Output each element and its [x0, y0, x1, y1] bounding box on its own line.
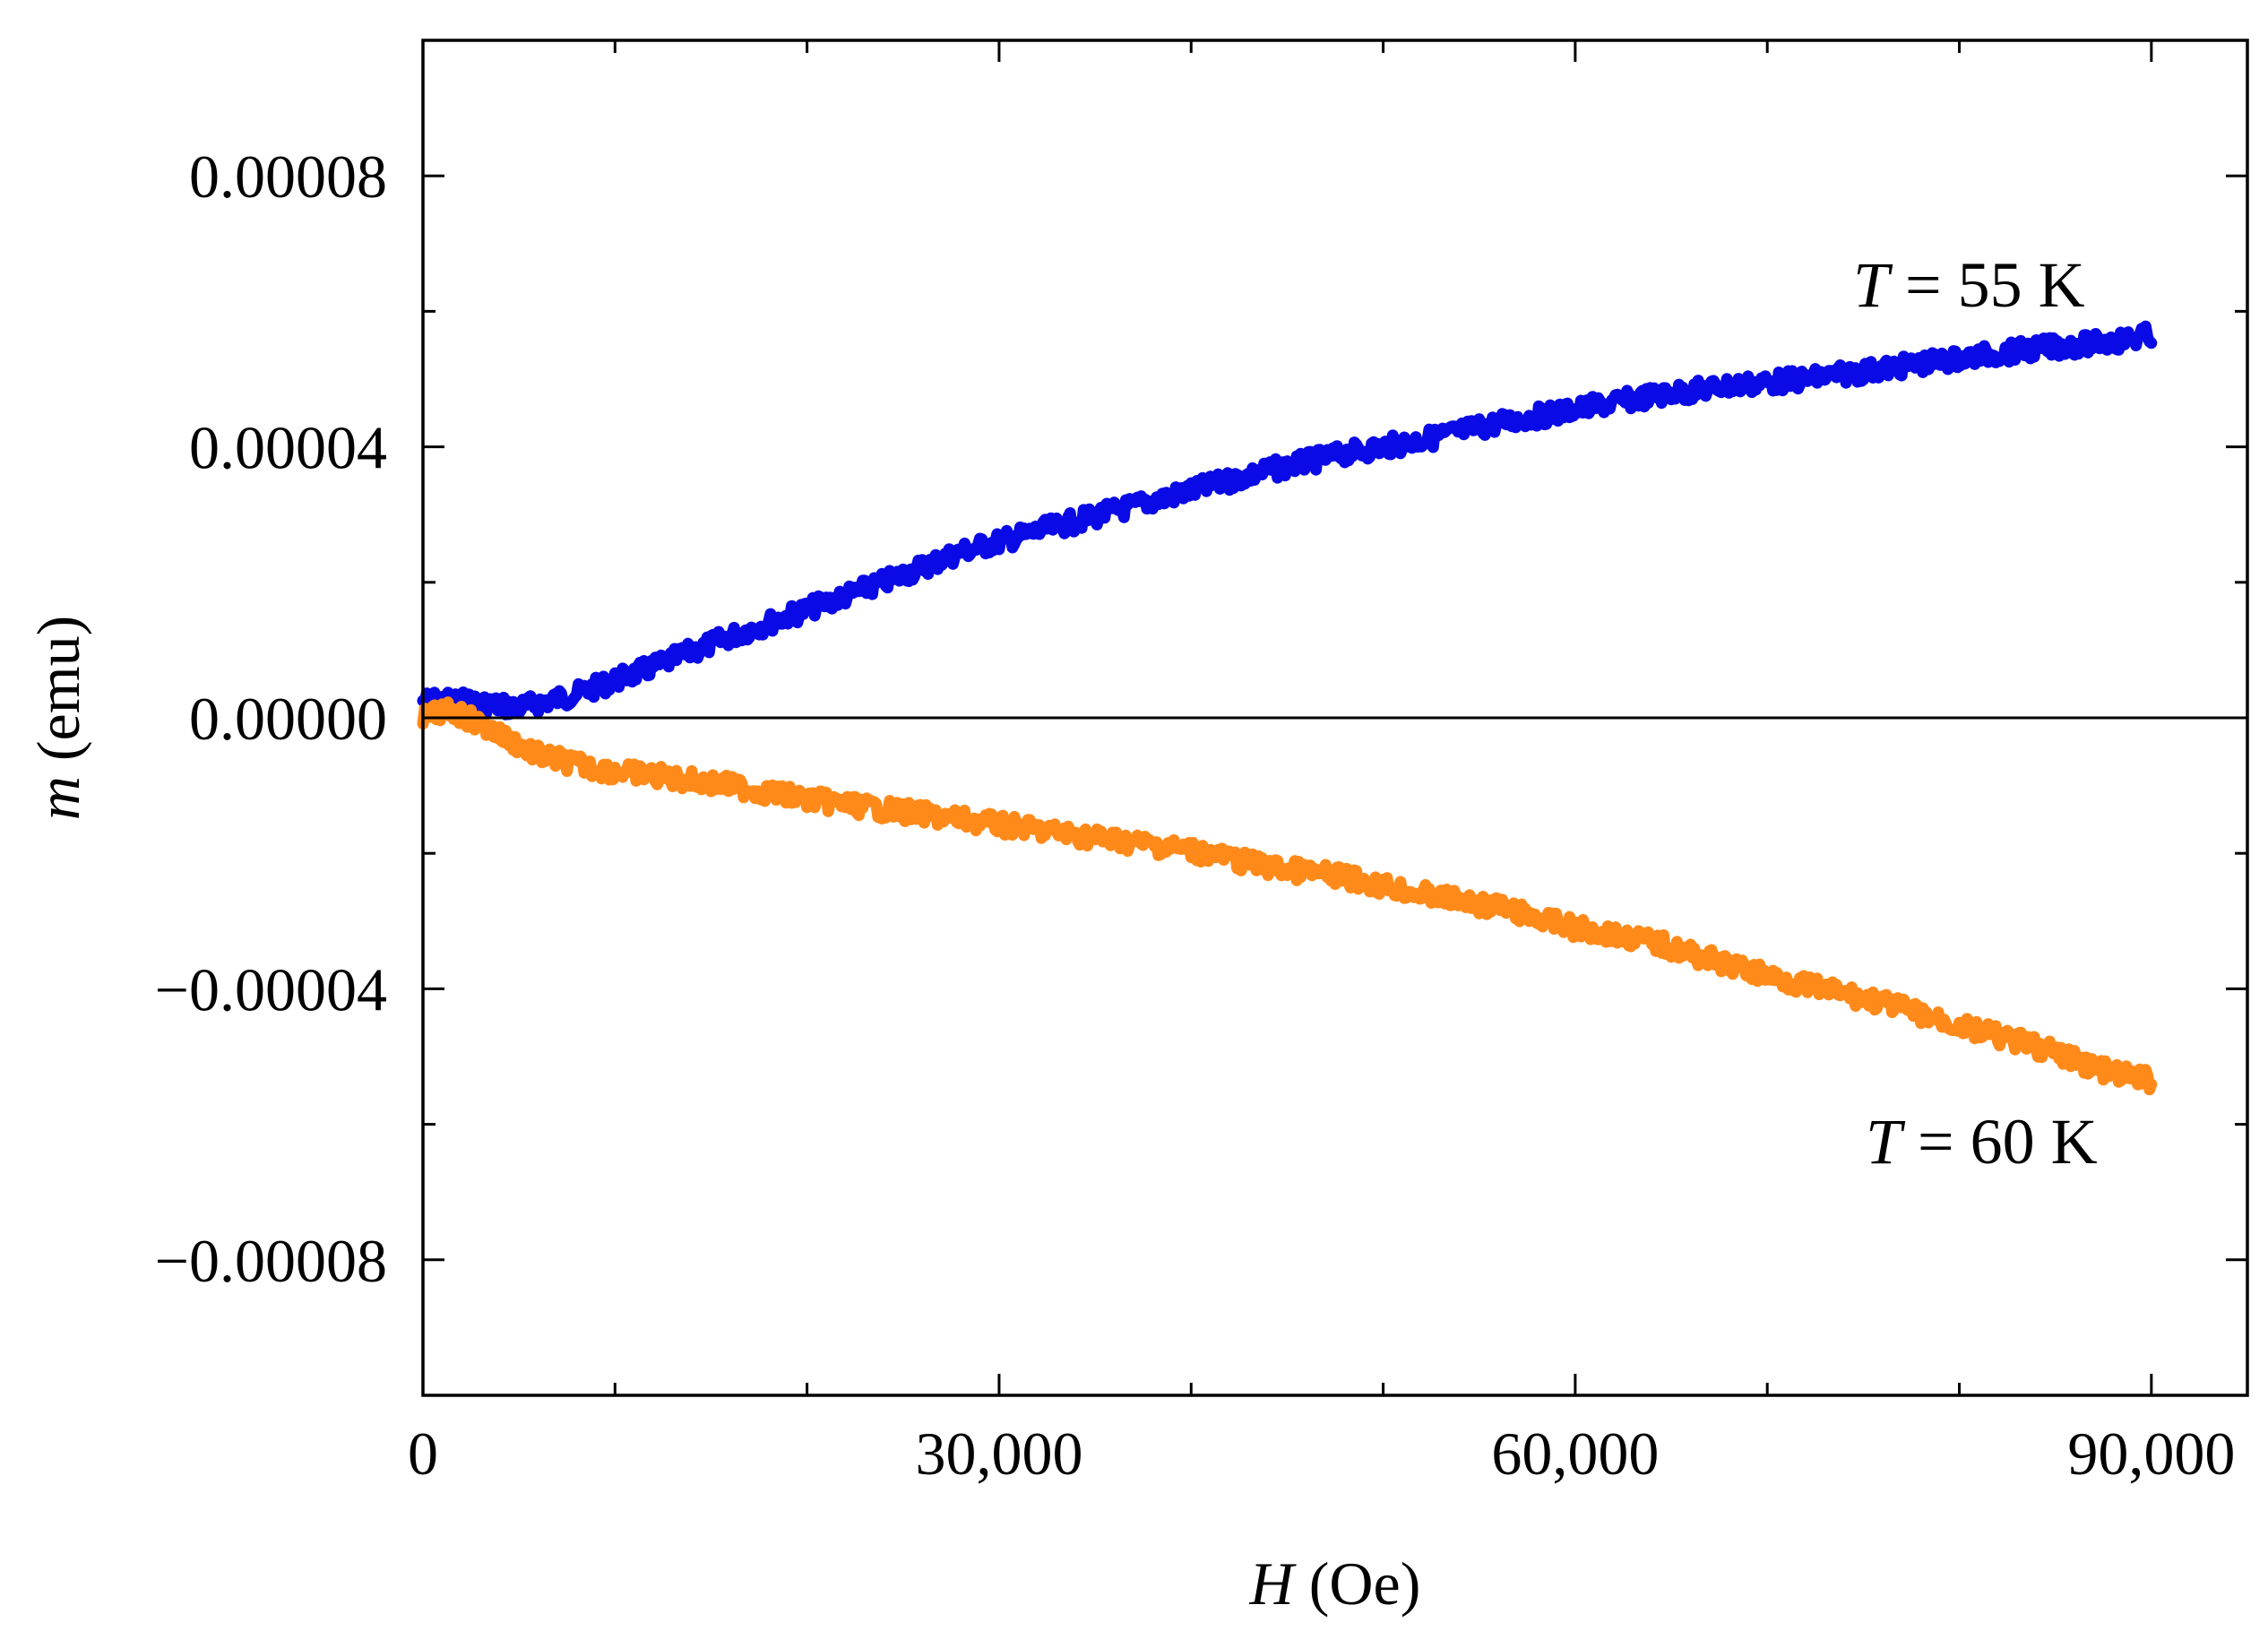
- y-tick-label: 0.00000: [189, 685, 387, 753]
- annotation-60K-text: = 60 K: [1901, 1106, 2098, 1178]
- y-tick-label: −0.00008: [155, 1227, 387, 1295]
- annotation-55K: T = 55 K: [1853, 249, 2085, 321]
- y-tick-label: 0.00008: [189, 142, 387, 211]
- series-55K: [417, 320, 2158, 721]
- series-line: [417, 696, 2158, 1096]
- y-tick-label: 0.00004: [189, 414, 387, 482]
- x-tick-label: 30,000: [915, 1420, 1082, 1488]
- x-axis-variable: H: [1249, 1549, 1298, 1618]
- tick-layer: [421, 40, 2247, 1395]
- label-layer: 0 30,000 60,000 90,000 0.00008 0.00004 0.00000…: [155, 142, 2236, 1488]
- annotation-60K: T = 60 K: [1866, 1106, 2098, 1178]
- series-60K: [417, 696, 2158, 1096]
- y-axis-unit: (emu): [24, 616, 92, 776]
- annotation-55K-text: = 55 K: [1889, 249, 2085, 321]
- y-tick-label: −0.00004: [155, 955, 387, 1023]
- annotation-60K-variable: T: [1866, 1106, 1906, 1178]
- x-axis-title: H (Oe): [1249, 1549, 1421, 1618]
- series-line: [417, 320, 2158, 721]
- annotation-55K-variable: T: [1853, 249, 1893, 321]
- x-tick-label: 90,000: [2067, 1420, 2235, 1488]
- y-axis-title: m (emu): [24, 616, 92, 820]
- x-axis-unit: (Oe): [1294, 1549, 1421, 1618]
- x-tick-label: 0: [408, 1420, 438, 1488]
- series-layer: [417, 320, 2158, 1096]
- y-axis-variable: m: [24, 776, 92, 820]
- x-tick-label: 60,000: [1491, 1420, 1659, 1488]
